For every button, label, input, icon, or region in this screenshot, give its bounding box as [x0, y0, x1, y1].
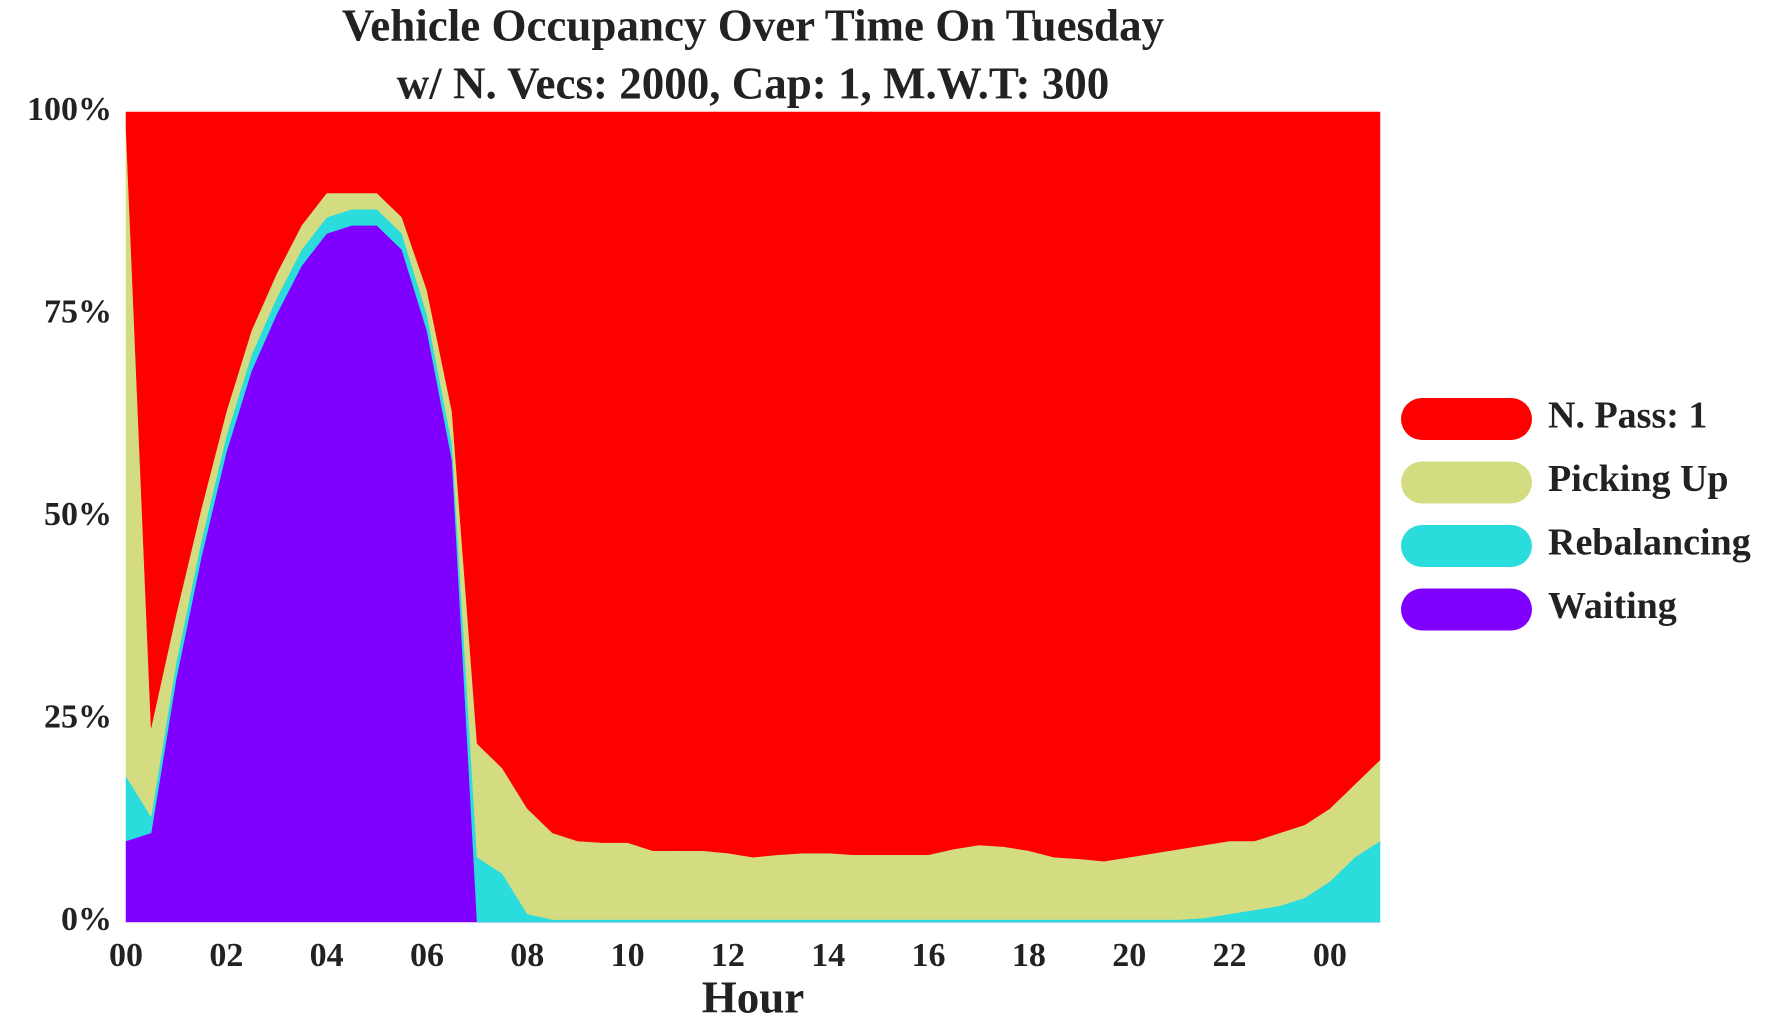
x-tick-label: 08: [510, 937, 544, 974]
legend-label: Waiting: [1548, 585, 1677, 627]
x-tick-label: 00: [109, 937, 143, 974]
x-tick-label: 12: [711, 937, 745, 974]
legend-label: Rebalancing: [1548, 522, 1751, 564]
y-tick-label: 100%: [27, 91, 112, 128]
area: [125, 111, 1381, 862]
legend-swatch: [1401, 461, 1532, 504]
x-tick-label: 22: [1213, 937, 1247, 974]
y-tick-label: 75%: [44, 293, 112, 330]
x-tick-label: 00: [1313, 937, 1347, 974]
x-tick-label: 02: [209, 937, 243, 974]
y-tick-label: 0%: [61, 901, 112, 938]
y-tick-label: 50%: [44, 496, 112, 533]
x-tick-label: 18: [1012, 937, 1046, 974]
legend-label: Picking Up: [1548, 458, 1729, 500]
x-tick-label: 20: [1112, 937, 1146, 974]
legend-label: N. Pass: 1: [1548, 395, 1707, 437]
x-tick-label: 04: [310, 937, 344, 974]
y-tick-label: 25%: [44, 698, 112, 735]
x-tick-label: 16: [912, 937, 946, 974]
legend-swatch: [1401, 525, 1532, 567]
x-axis-label: Hour: [702, 972, 805, 1022]
legend-swatch: [1401, 588, 1532, 631]
x-tick-label: 06: [410, 937, 444, 974]
chart-title: Vehicle Occupancy Over Time On Tuesday: [342, 0, 1165, 50]
legend-swatch: [1401, 398, 1532, 440]
x-tick-label: 14: [811, 937, 845, 974]
x-tick-label: 10: [611, 937, 645, 974]
chart-subtitle: w/ N. Vecs: 2000, Cap: 1, M.W.T: 300: [397, 58, 1110, 108]
